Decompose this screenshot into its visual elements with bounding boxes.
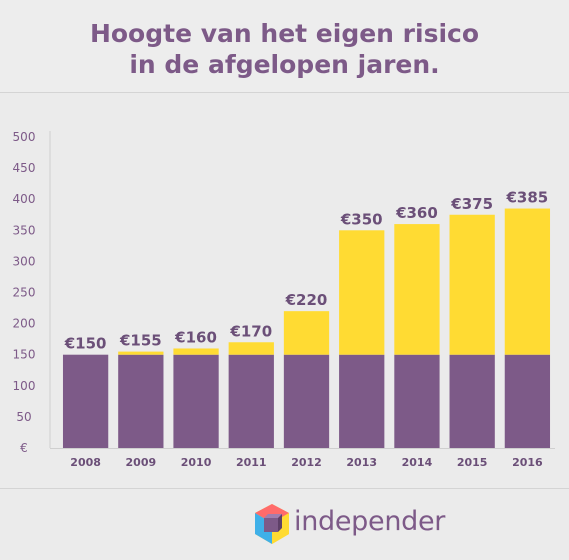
bar-increase-segment bbox=[228, 342, 274, 355]
bar-base-segment bbox=[339, 354, 385, 448]
bar-base-segment bbox=[394, 354, 440, 448]
bar-chart: €50 100 150 200 250 300 350 400 450 500 €150 2008 €1… bbox=[13, 130, 555, 469]
independer-logo: independer bbox=[252, 502, 446, 546]
x-tick-label: 2011 bbox=[236, 456, 267, 469]
bar-increase-segment bbox=[504, 208, 551, 355]
bottom-divider bbox=[0, 488, 569, 489]
title-line-2: in de afgelopen jaren. bbox=[129, 50, 440, 79]
chart-area: €50 100 150 200 250 300 350 400 450 500 €150 2008 €1… bbox=[0, 93, 569, 488]
chart-title: Hoogte van het eigen risico in de afgelo… bbox=[0, 18, 569, 80]
bar-increase-segment bbox=[394, 224, 440, 355]
y-tick-label: 400 bbox=[13, 192, 36, 206]
bar-base-segment bbox=[173, 354, 219, 448]
x-tick-label: 2016 bbox=[512, 456, 543, 469]
bar-increase-segment bbox=[339, 230, 385, 355]
y-tick-label: 500 bbox=[13, 130, 36, 144]
y-tick-label: 100 bbox=[13, 379, 36, 393]
y-tick-label: € bbox=[20, 441, 28, 455]
data-label: €220 bbox=[285, 291, 328, 309]
data-label: €150 bbox=[64, 335, 107, 353]
data-label: €160 bbox=[174, 328, 217, 346]
x-tick-label: 2015 bbox=[457, 456, 488, 469]
y-tick-label: 250 bbox=[13, 286, 36, 300]
bar-increase-segment bbox=[283, 311, 330, 355]
x-tick-label: 2010 bbox=[181, 456, 212, 469]
bar-base-segment bbox=[118, 354, 164, 448]
x-tick-label: 2014 bbox=[402, 456, 433, 469]
y-tick-label: 50 bbox=[16, 410, 31, 424]
data-label: €360 bbox=[395, 204, 438, 222]
bar-base-segment bbox=[283, 354, 330, 448]
brand-name: independer bbox=[294, 506, 446, 537]
data-label: €375 bbox=[450, 195, 493, 213]
bar-increase-segment bbox=[173, 348, 219, 355]
x-tick-label: 2013 bbox=[346, 456, 377, 469]
chart-header: Hoogte van het eigen risico in de afgelo… bbox=[0, 0, 569, 92]
bar-base-segment bbox=[449, 354, 495, 448]
bar-base-segment bbox=[62, 354, 109, 448]
data-label: €170 bbox=[229, 322, 272, 340]
title-line-1: Hoogte van het eigen risico bbox=[89, 19, 480, 48]
bar-increase-segment bbox=[449, 214, 495, 355]
data-label: €350 bbox=[340, 210, 383, 228]
bar-base-segment bbox=[504, 354, 551, 448]
x-tick-label: 2012 bbox=[291, 456, 322, 469]
y-tick-label: 350 bbox=[13, 223, 36, 237]
data-label: €155 bbox=[119, 332, 162, 350]
bar-increase-segment bbox=[118, 351, 164, 355]
bar-base-segment bbox=[228, 354, 274, 448]
cube-logo-icon bbox=[255, 504, 289, 544]
top-divider bbox=[0, 92, 569, 93]
x-tick-label: 2008 bbox=[70, 456, 101, 469]
y-tick-label: 450 bbox=[13, 161, 36, 175]
y-tick-label: 300 bbox=[13, 254, 36, 268]
y-tick-label: 200 bbox=[13, 317, 36, 331]
data-label: €385 bbox=[506, 189, 549, 207]
y-tick-label: 150 bbox=[13, 348, 36, 362]
x-tick-label: 2009 bbox=[126, 456, 157, 469]
